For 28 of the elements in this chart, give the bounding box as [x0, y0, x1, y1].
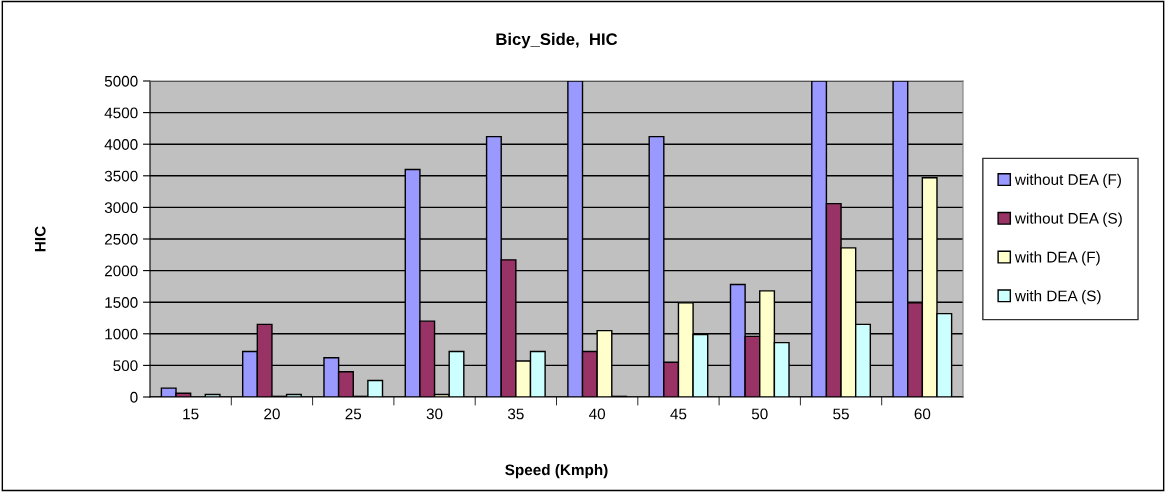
legend-label: with DEA (F) [1014, 251, 1100, 266]
x-tick-label: 15 [183, 408, 199, 420]
y-tick-label: 500 [113, 360, 138, 372]
x-tick-label: 45 [670, 408, 687, 420]
y-tick-label: 0 [130, 391, 138, 403]
y-tick-label: 1500 [105, 297, 138, 308]
y-tick-label: 3000 [104, 202, 138, 214]
chart-title: Bicy_Side, HIC [496, 32, 618, 49]
x-tick-label: 40 [589, 408, 606, 420]
y-tick-label: 4000 [104, 139, 138, 150]
legend-label: without DEA (F) [1014, 173, 1121, 188]
y-tick-label: 1000 [105, 328, 138, 340]
x-tick-label: 30 [426, 408, 443, 420]
x-tick-label: 50 [751, 408, 768, 420]
x-tick-label: 25 [345, 408, 362, 420]
y-axis-title: HIC [34, 226, 46, 252]
y-tick-label: 2500 [104, 233, 138, 245]
x-axis-title: Speed (Kmph) [505, 464, 608, 479]
x-tick-label: 60 [914, 408, 931, 420]
legend-label: with DEA (S) [1014, 290, 1101, 305]
y-tick-label: 5000 [104, 75, 138, 87]
y-tick-label: 4500 [104, 107, 138, 119]
y-tick-label: 2000 [104, 265, 138, 277]
legend-label: without DEA (S) [1014, 212, 1122, 227]
x-tick-label: 55 [833, 408, 849, 420]
x-tick-label: 35 [507, 408, 524, 420]
x-tick-label: 20 [264, 408, 280, 420]
y-tick-label: 3500 [104, 170, 138, 182]
